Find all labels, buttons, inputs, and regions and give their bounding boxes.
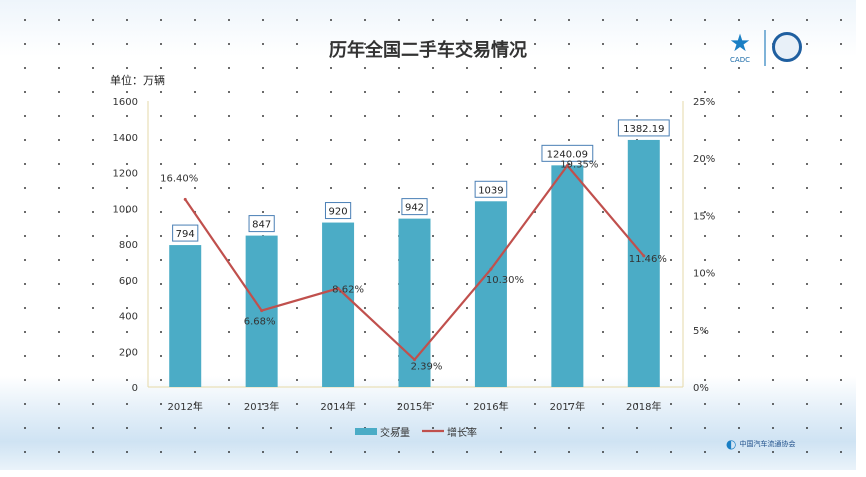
bar-2014年 bbox=[322, 222, 355, 387]
growth-rate-label: 16.40% bbox=[160, 173, 198, 184]
x-tick-label: 2015年 bbox=[397, 400, 432, 413]
chart: 0 200 400 600 800 1000 1200 1400 1600 0% 5% 10% 15% 2… bbox=[113, 97, 716, 439]
growth-rate-label: 10.30% bbox=[486, 275, 524, 286]
bar-value-label: 1039 bbox=[478, 185, 503, 196]
growth-point bbox=[413, 358, 416, 362]
growth-point bbox=[565, 164, 569, 168]
x-tick-label: 2018年 bbox=[626, 400, 661, 413]
left-tick-label: 0 bbox=[132, 383, 138, 394]
x-tick-label: 2016年 bbox=[473, 400, 508, 413]
growth-rate-label: 6.68% bbox=[244, 317, 276, 328]
x-tick-label: 2014年 bbox=[320, 400, 355, 413]
bar-value-label: 794 bbox=[176, 229, 195, 240]
left-tick-label: 400 bbox=[119, 312, 138, 323]
right-tick-label: 25% bbox=[693, 97, 715, 108]
growth-rate-label: 19.35% bbox=[560, 160, 598, 171]
bar-label-box bbox=[401, 198, 428, 216]
chart-title: 历年全国二手车交易情况 bbox=[329, 40, 527, 61]
growth-point bbox=[642, 254, 646, 258]
bar-label-box bbox=[172, 224, 199, 242]
x-tick-label: 2013年 bbox=[244, 400, 279, 413]
bar-label-box bbox=[617, 119, 670, 137]
bar-2016年 bbox=[474, 201, 507, 387]
growth-point bbox=[336, 286, 340, 290]
bar-2018年 bbox=[627, 139, 660, 387]
bar-value-label: 942 bbox=[405, 203, 424, 214]
right-tick-label: 10% bbox=[693, 269, 715, 280]
cadc-logo-text: CADC bbox=[730, 56, 750, 64]
legend-bar-label: 交易量 bbox=[380, 426, 410, 439]
left-tick-label: 200 bbox=[119, 347, 138, 358]
bar-label-box bbox=[248, 215, 275, 233]
right-tick-label: 0% bbox=[693, 383, 709, 394]
slide: 历年全国二手车交易情况 单位：万辆 ★ CADC ◐ 中国汽车流通协会 0 200… bbox=[0, 0, 856, 470]
growth-point bbox=[489, 267, 493, 271]
bar-2012年 bbox=[169, 245, 202, 387]
left-tick-label: 1600 bbox=[113, 97, 138, 108]
unit-label: 单位：万辆 bbox=[110, 74, 165, 87]
seal-logo bbox=[772, 32, 802, 62]
right-tick-label: 15% bbox=[693, 211, 715, 222]
bar-label-box bbox=[474, 180, 508, 198]
growth-rate-label: 2.39% bbox=[411, 362, 443, 373]
left-tick-label: 1000 bbox=[113, 204, 138, 215]
bar-value-label: 1382.19 bbox=[623, 124, 664, 135]
growth-rate-label: 11.46% bbox=[629, 254, 667, 265]
growth-point bbox=[183, 197, 187, 201]
growth-rate-label: 8.62% bbox=[332, 284, 364, 295]
bar-value-label: 847 bbox=[252, 220, 271, 231]
x-tick-label: 2017年 bbox=[550, 400, 585, 413]
legend-bar-swatch bbox=[355, 428, 377, 435]
legend-line-label: 增长率 bbox=[447, 426, 477, 439]
logo-divider bbox=[764, 30, 766, 66]
association-name: 中国汽车流通协会 bbox=[739, 440, 796, 448]
bar-label-box bbox=[324, 202, 352, 220]
bar-2017年 bbox=[551, 165, 584, 387]
growth-point bbox=[260, 309, 264, 313]
association-logo: ◐ 中国汽车流通协会 bbox=[726, 437, 795, 451]
cadc-logo: ★ CADC bbox=[724, 30, 756, 70]
bar-label-box bbox=[541, 144, 594, 162]
right-tick-label: 5% bbox=[693, 326, 709, 337]
x-tick-label: 2012年 bbox=[167, 400, 202, 413]
left-tick-label: 1200 bbox=[113, 169, 138, 180]
star-icon: ★ bbox=[729, 29, 751, 57]
bar-value-label: 920 bbox=[329, 207, 348, 218]
left-tick-label: 1400 bbox=[113, 133, 138, 144]
left-tick-label: 600 bbox=[119, 276, 138, 287]
left-tick-label: 800 bbox=[119, 240, 138, 251]
right-tick-label: 20% bbox=[693, 154, 715, 165]
bar-value-label: 1240.09 bbox=[547, 149, 588, 160]
association-icon: ◐ bbox=[726, 437, 737, 451]
